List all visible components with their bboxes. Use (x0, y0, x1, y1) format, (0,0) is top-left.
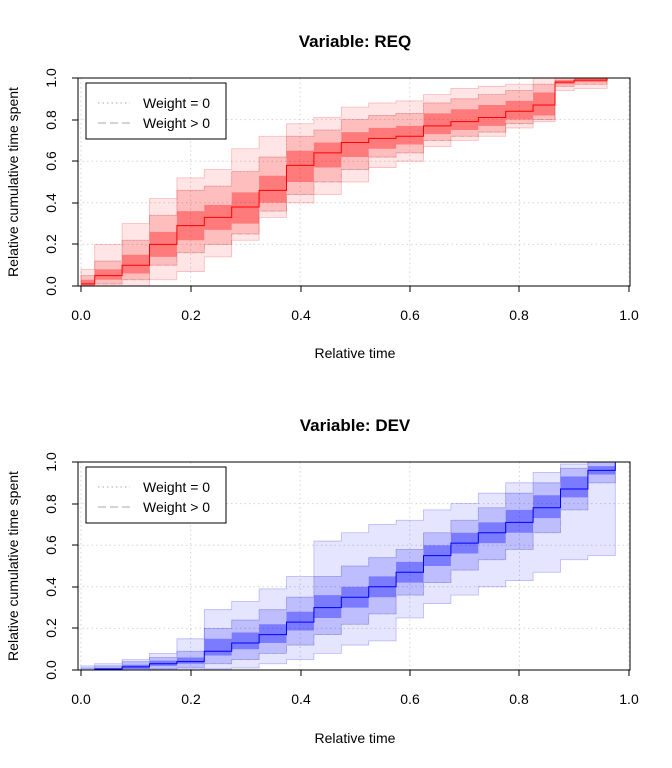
req-x-axis: 0.0 0.2 0.4 0.6 0.8 1.0 (71, 286, 639, 323)
dev-y-axis: 0.0 0.2 0.4 0.6 0.8 1.0 (43, 452, 78, 680)
req-x-tick-0: 0.0 (71, 307, 91, 323)
dev-legend: Weight = 0 Weight > 0 (85, 466, 227, 524)
dev-band-inner (81, 462, 629, 670)
req-legend-label-weight-positive: Weight > 0 (143, 115, 210, 131)
req-x-axis-label: Relative time (315, 345, 396, 361)
dev-x-tick-2: 0.4 (291, 691, 311, 707)
req-y-tick-2: 0.4 (43, 193, 59, 213)
dev-plot-frame (77, 461, 631, 671)
req-x-tick-3: 0.6 (400, 307, 420, 323)
dev-y-tick-0: 0.0 (43, 660, 59, 680)
dev-x-tick-3: 0.6 (400, 691, 420, 707)
dev-legend-label-weight-positive: Weight > 0 (143, 499, 210, 515)
dev-x-axis: 0.0 0.2 0.4 0.6 0.8 1.0 (71, 670, 639, 707)
dev-bands (80, 461, 629, 671)
dev-median-line (81, 461, 629, 671)
req-legend: Weight = 0 Weight > 0 (85, 82, 227, 140)
dev-x-tick-0: 0.0 (71, 691, 91, 707)
dev-x-axis-label: Relative time (315, 730, 396, 746)
dev-y-tick-5: 1.0 (43, 452, 59, 472)
req-title: Variable: REQ (299, 32, 411, 51)
req-legend-label-weight-zero: Weight = 0 (143, 95, 210, 111)
req-x-tick-5: 1.0 (619, 307, 639, 323)
req-bands (80, 77, 629, 287)
dev-x-tick-1: 0.2 (181, 691, 201, 707)
dev-x-tick-5: 1.0 (619, 691, 639, 707)
req-y-tick-5: 1.0 (43, 68, 59, 88)
dev-y-axis-label: Relative cumulative time spent (5, 471, 21, 661)
req-plot-frame (77, 77, 631, 287)
dev-dashed-trace-lower (81, 461, 629, 671)
dev-y-tick-1: 0.2 (43, 618, 59, 638)
req-x-tick-1: 0.2 (181, 307, 201, 323)
req-y-tick-1: 0.2 (43, 234, 59, 254)
req-y-axis-label: Relative cumulative time spent (5, 87, 21, 277)
dev-y-tick-2: 0.4 (43, 577, 59, 597)
req-dotted-trace-upper (81, 77, 629, 276)
req-y-axis: 0.0 0.2 0.4 0.6 0.8 1.0 (43, 68, 78, 296)
req-median-line (81, 77, 629, 285)
dev-x-tick-4: 0.8 (509, 691, 529, 707)
req-panel: Variable: REQ 0.0 0.2 0.4 0.6 0.8 1.0 (5, 32, 639, 361)
dev-legend-label-weight-zero: Weight = 0 (143, 479, 210, 495)
req-x-tick-4: 0.8 (509, 307, 529, 323)
dev-y-tick-3: 0.6 (43, 535, 59, 555)
req-y-tick-0: 0.0 (43, 276, 59, 296)
req-x-tick-2: 0.4 (291, 307, 311, 323)
dev-panel: Variable: DEV 0.0 0.2 0.4 0.6 0.8 1.0 (5, 416, 639, 746)
dev-y-tick-4: 0.8 (43, 494, 59, 514)
req-y-tick-3: 0.6 (43, 151, 59, 171)
dev-title: Variable: DEV (300, 416, 411, 435)
req-dashed-trace-lower (81, 77, 629, 287)
req-y-tick-4: 0.8 (43, 110, 59, 130)
